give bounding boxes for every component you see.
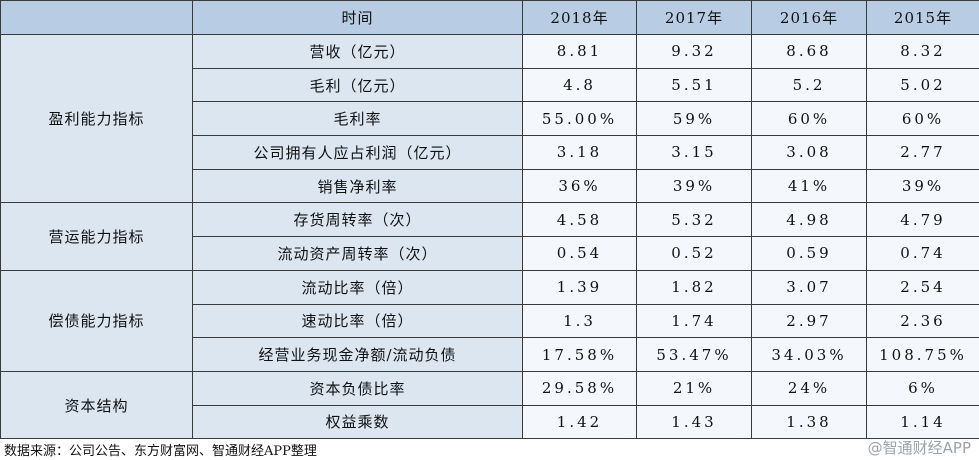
table-body: 盈利能力指标 营收（亿元） 8.81 9.32 8.68 8.32 毛利（亿元） 4.8 5.5… [0, 33, 979, 440]
value-cell: 1.74 [636, 303, 752, 339]
row-label: 速动比率（倍） [192, 303, 523, 339]
row-label: 毛利（亿元） [192, 67, 523, 103]
row-label: 流动比率（倍） [192, 269, 523, 305]
value-cell: 34.03% [751, 337, 867, 372]
value-cell: 1.14 [866, 404, 979, 440]
data-table: 时间 2018年 2017年 2016年 2015年 盈利能力指标 营收（亿元） 8.81… [0, 0, 979, 440]
value-cell: 17.58% [522, 337, 637, 372]
value-cell: 39% [866, 168, 979, 204]
group-name: 盈利能力指标 [0, 33, 193, 204]
table-row: 销售净利率 36% 39% 41% 39% [1, 168, 979, 204]
row-label: 公司拥有人应占利润（亿元） [192, 135, 523, 170]
value-cell: 5.2 [751, 67, 867, 103]
value-cell: 1.43 [636, 404, 752, 440]
value-cell: 9.32 [636, 34, 752, 69]
value-cell: 0.52 [636, 236, 752, 271]
value-cell: 5.51 [636, 67, 752, 103]
value-cell: 2.97 [751, 303, 867, 339]
value-cell: 4.58 [522, 202, 637, 238]
value-cell: 5.02 [866, 67, 979, 103]
source-note: 数据来源：公司公告、东方财富网、智通财经APP整理 [4, 444, 317, 459]
group-name: 营运能力指标 [0, 202, 193, 271]
value-cell: 59% [636, 101, 752, 137]
row-label: 流动资产周转率（次） [192, 236, 523, 271]
table-row: 营运能力指标 存货周转率（次） 4.58 5.32 4.98 4.79 [0, 202, 979, 271]
value-cell: 1.38 [751, 404, 867, 440]
value-cell: 24% [751, 370, 867, 406]
row-label: 存货周转率（次） [192, 202, 523, 238]
table-row: 公司拥有人应占利润（亿元） 3.18 3.15 3.08 2.77 [1, 135, 979, 170]
table-row: 速动比率（倍） 1.3 1.74 2.97 2.36 [1, 303, 979, 339]
value-cell: 29.58% [522, 370, 637, 406]
header-label: 时间 [192, 0, 523, 35]
value-cell: 0.59 [751, 236, 867, 271]
header-row: 时间 2018年 2017年 2016年 2015年 [0, 0, 979, 35]
corner [0, 0, 193, 35]
year-header: 2015年 [866, 0, 979, 35]
row-label: 营收（亿元） [192, 34, 523, 69]
table-row: 经营业务现金净额/流动负债 17.58% 53.47% 34.03% 108.75% [1, 337, 979, 372]
value-cell: 60% [866, 101, 979, 137]
value-cell: 3.18 [522, 135, 637, 170]
value-cell: 108.75% [866, 337, 979, 372]
value-cell: 1.3 [522, 303, 637, 339]
group-name: 偿债能力指标 [0, 269, 193, 372]
row-label: 经营业务现金净额/流动负债 [192, 337, 523, 372]
value-cell: 1.42 [522, 404, 637, 440]
value-cell: 4.79 [866, 202, 979, 238]
table-row: 毛利（亿元） 4.8 5.51 5.2 5.02 [1, 67, 979, 103]
value-cell: 1.82 [636, 269, 752, 305]
table-row: 资本结构 资本负债比率 29.58% 21% 24% 6% [0, 370, 979, 440]
row-label: 销售净利率 [192, 168, 523, 204]
value-cell: 2.77 [866, 135, 979, 170]
value-cell: 36% [522, 168, 637, 204]
value-cell: 3.15 [636, 135, 752, 170]
value-cell: 0.54 [522, 236, 637, 271]
value-cell: 8.81 [522, 34, 637, 69]
row-label: 毛利率 [192, 101, 523, 137]
value-cell: 2.36 [866, 303, 979, 339]
value-cell: 39% [636, 168, 752, 204]
value-cell: 6% [866, 370, 979, 406]
value-cell: 4.8 [522, 67, 637, 103]
year-header: 2017年 [636, 0, 752, 35]
value-cell: 3.07 [751, 269, 867, 305]
table-row: 流动资产周转率（次） 0.54 0.52 0.59 0.74 [1, 236, 979, 271]
value-cell: 8.32 [866, 34, 979, 69]
group-name: 资本结构 [0, 370, 193, 440]
value-cell: 5.32 [636, 202, 752, 238]
table-row: 权益乘数 1.42 1.43 1.38 1.14 [1, 404, 979, 440]
value-cell: 3.08 [751, 135, 867, 170]
year-header: 2018年 [522, 0, 637, 35]
row-label: 资本负债比率 [192, 370, 523, 406]
value-cell: 60% [751, 101, 867, 137]
value-cell: 1.39 [522, 269, 637, 305]
value-cell: 55.00% [522, 101, 637, 137]
table-row: 毛利率 55.00% 59% 60% 60% [1, 101, 979, 137]
table-row: 偿债能力指标 流动比率（倍） 1.39 1.82 3.07 2.54 [0, 269, 979, 372]
year-header: 2016年 [751, 0, 867, 35]
table-row: 盈利能力指标 营收（亿元） 8.81 9.32 8.68 8.32 [0, 33, 979, 204]
value-cell: 2.54 [866, 269, 979, 305]
value-cell: 4.98 [751, 202, 867, 238]
watermark: @智通财经APP [867, 439, 971, 457]
value-cell: 41% [751, 168, 867, 204]
value-cell: 0.74 [866, 236, 979, 271]
row-label: 权益乘数 [192, 404, 523, 440]
value-cell: 53.47% [636, 337, 752, 372]
value-cell: 8.68 [751, 34, 867, 69]
value-cell: 21% [636, 370, 752, 406]
